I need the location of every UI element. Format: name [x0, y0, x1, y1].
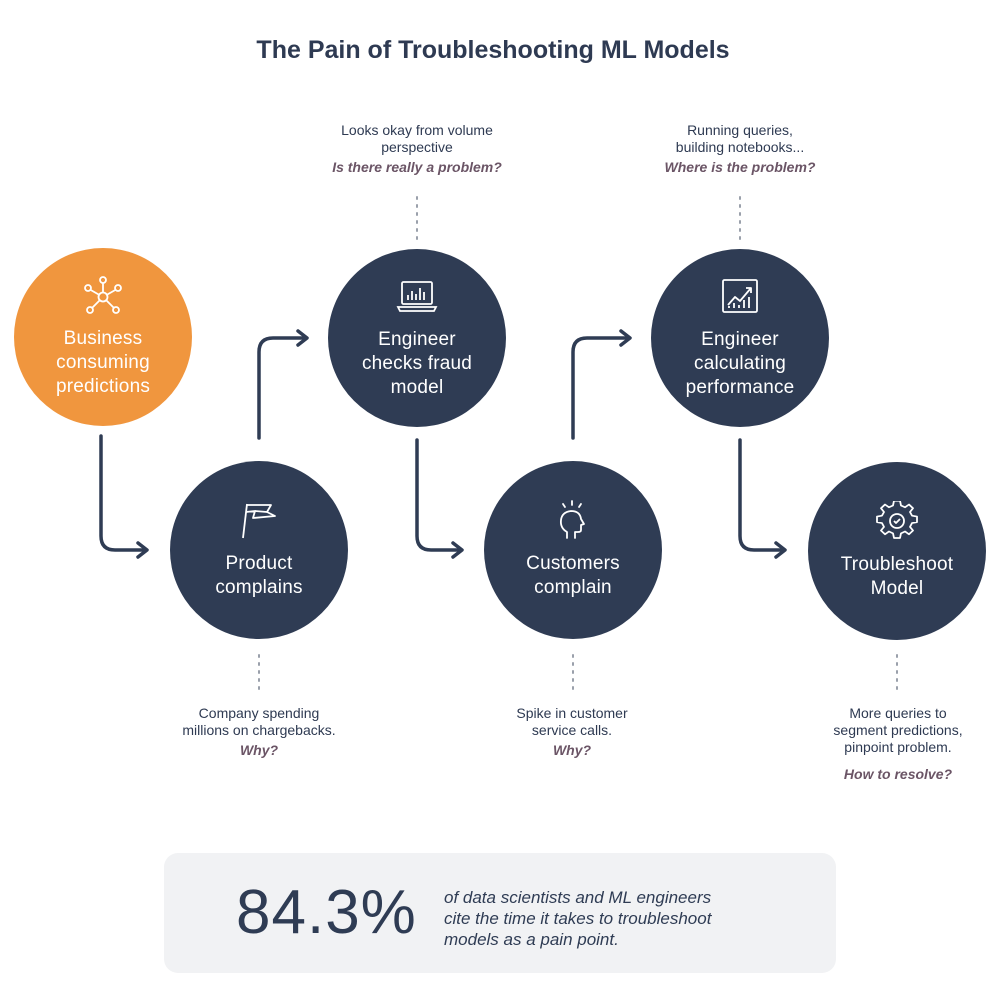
arrow-checks-to-customers [415, 438, 461, 552]
note-service-calls: Spike in customer service calls. Why? [462, 705, 682, 759]
note-volume-perspective: Looks okay from volume perspective Is th… [307, 122, 527, 176]
statistic-panel: 84.3% of data scientists and ML engineer… [164, 853, 836, 973]
head-alert-icon [559, 500, 585, 539]
node-customers-complain: Customers complain [484, 461, 662, 639]
gear-icon [876, 501, 918, 539]
arrowhead-checks-to-customers [451, 541, 464, 559]
arrowhead-customers-to-calculating [619, 329, 632, 347]
laptop-chart-icon [396, 281, 438, 312]
arrowhead-calculating-to-troubleshoot [774, 541, 787, 559]
note-segment-predictions: More queries to segment predictions, pin… [788, 705, 1000, 783]
arrow-business-to-product [99, 434, 146, 552]
node-label: Business consuming predictions [55, 328, 151, 397]
flag-icon [242, 503, 276, 539]
note-text: More queries to segment predictions, pin… [833, 705, 963, 755]
node-engineer-calculating-performance: Engineer calculating performance [651, 249, 829, 427]
arrow-calculating-to-troubleshoot [738, 438, 784, 552]
statistic-description: of data scientists and ML engineers cite… [444, 888, 712, 949]
note-text: Company spending millions on chargebacks… [182, 705, 336, 738]
node-product-complains: Product complains [170, 461, 348, 639]
arrowhead-product-to-checks [296, 329, 309, 347]
note-question: Is there really a problem? [332, 159, 502, 175]
note-question: Why? [239, 742, 279, 758]
node-label: Troubleshoot Model [840, 554, 954, 599]
node-engineer-checks-fraud-model: Engineer checks fraud model [328, 249, 506, 427]
diagram-title: The Pain of Troubleshooting ML Models [256, 36, 730, 64]
note-text: Spike in customer service calls. [516, 705, 628, 738]
statistic-value: 84.3% [236, 878, 417, 947]
note-question: Why? [552, 742, 592, 758]
note-chargebacks: Company spending millions on chargebacks… [149, 705, 369, 759]
note-running-queries: Running queries, building notebooks... W… [630, 122, 850, 176]
node-label: Engineer calculating performance [685, 329, 795, 398]
node-business-consuming-predictions: Business consuming predictions [14, 248, 192, 426]
note-question: How to resolve? [843, 766, 953, 782]
note-text: Looks okay from volume perspective [341, 122, 493, 155]
arrowhead-business-to-product [136, 541, 149, 559]
node-label: Customers complain [526, 553, 620, 598]
arrow-product-to-checks [257, 336, 306, 440]
node-troubleshoot-model: Troubleshoot Model [808, 462, 986, 640]
line-chart-icon [722, 279, 758, 313]
network-icon [84, 276, 122, 314]
note-text: Running queries, building notebooks... [675, 122, 805, 155]
note-question: Where is the problem? [664, 159, 816, 175]
arrow-customers-to-calculating [571, 336, 629, 440]
node-label: Product complains [215, 553, 303, 598]
node-label: Engineer checks fraud model [361, 329, 473, 398]
